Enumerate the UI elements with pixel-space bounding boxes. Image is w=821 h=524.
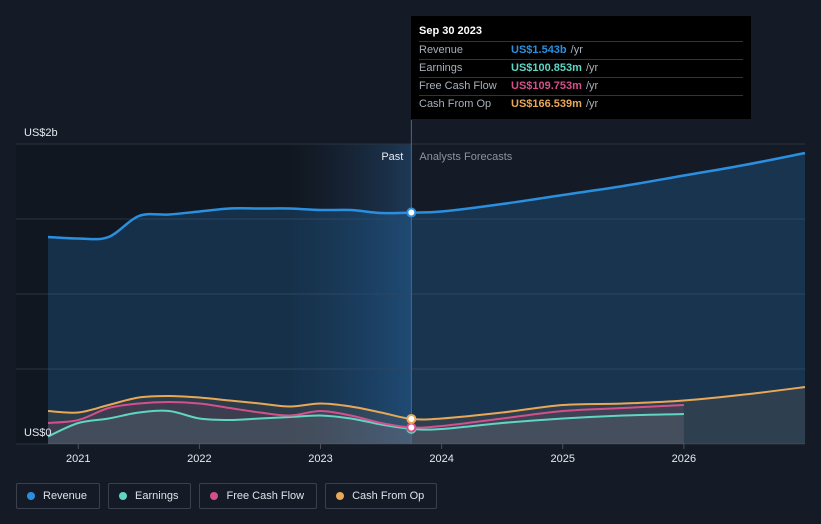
tooltip-unit: /yr — [570, 44, 583, 56]
line-free-cash-flow — [47, 401, 684, 429]
y-axis-top-label: US$2b — [24, 127, 58, 139]
marker-free-cash-flow — [406, 422, 417, 433]
marker-cash-from-op — [406, 413, 417, 424]
legend-item-free-cash-flow[interactable]: Free Cash Flow — [199, 483, 318, 509]
tooltip-row-revenue: Revenue US$1.543b /yr — [419, 41, 743, 59]
tooltip-label: Earnings — [419, 62, 463, 74]
tooltip-row-cash-from-op: Cash From Op US$166.539m /yr — [419, 95, 743, 113]
past-label: Past — [381, 151, 403, 163]
tooltip-value: US$1.543b — [511, 44, 567, 56]
legend: Revenue Earnings Free Cash Flow Cash Fro… — [16, 483, 438, 509]
legend-dot-icon — [336, 492, 345, 500]
tooltip-value: US$109.753m — [511, 80, 582, 92]
tooltip-label: Revenue — [419, 44, 464, 56]
series-markers — [406, 207, 417, 434]
legend-label: Free Cash Flow — [226, 490, 305, 502]
legend-label: Earnings — [135, 490, 179, 502]
analysts-forecasts-label: Analysts Forecasts — [419, 151, 512, 163]
tooltip-value: US$166.539m — [511, 98, 582, 110]
legend-dot-icon — [210, 492, 219, 500]
x-tick-label: 2026 — [672, 453, 696, 465]
area-free-cash-flow — [48, 402, 684, 444]
x-tick-label: 2022 — [187, 453, 211, 465]
line-cash-from-op — [47, 386, 806, 421]
legend-item-cash-from-op[interactable]: Cash From Op — [325, 483, 438, 509]
tooltip: Sep 30 2023 Revenue US$1.543b /yr Earnin… — [411, 16, 751, 119]
legend-dot-icon — [119, 492, 128, 500]
legend-label: Revenue — [43, 490, 88, 502]
tooltip-unit: /yr — [585, 80, 599, 92]
x-tick-label: 2021 — [66, 453, 90, 465]
x-tick-label: 2023 — [308, 453, 332, 465]
marker-revenue — [406, 207, 417, 218]
series-lines — [47, 151, 806, 438]
tooltip-row-earnings: Earnings US$100.853m /yr — [419, 59, 743, 77]
series-areas — [48, 153, 805, 444]
tooltip-value: US$100.853m — [511, 62, 582, 74]
x-axis-ticks: 2021 2022 2023 2024 2025 2026 — [66, 444, 696, 465]
line-earnings — [47, 409, 684, 438]
x-tick-label: 2024 — [429, 453, 453, 465]
tooltip-unit: /yr — [585, 98, 599, 110]
tooltip-unit: /yr — [585, 62, 599, 74]
y-axis-bottom-label: US$0 — [24, 427, 52, 439]
line-revenue — [47, 151, 806, 241]
gridlines — [16, 143, 805, 445]
tooltip-date: Sep 30 2023 — [419, 25, 482, 37]
area-earnings — [48, 410, 684, 444]
x-tick-label: 2025 — [551, 453, 575, 465]
tooltip-row-free-cash-flow: Free Cash Flow US$109.753m /yr — [419, 77, 743, 95]
legend-label: Cash From Op — [352, 490, 425, 502]
tooltip-label: Cash From Op — [419, 98, 492, 110]
legend-dot-icon — [27, 492, 35, 500]
area-revenue — [48, 153, 805, 444]
legend-item-revenue[interactable]: Revenue — [16, 483, 101, 509]
legend-item-earnings[interactable]: Earnings — [108, 483, 192, 509]
tooltip-label: Free Cash Flow — [419, 80, 497, 92]
